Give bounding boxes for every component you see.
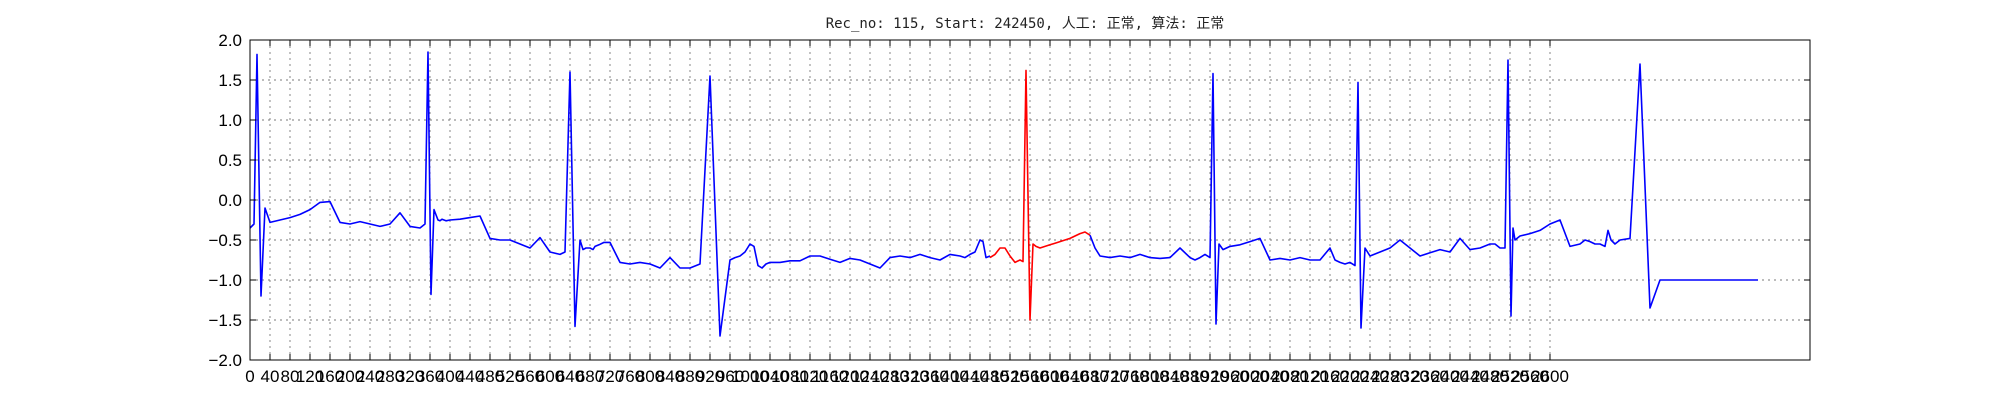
x-tick-label: 1840 <box>1151 367 1189 386</box>
x-tick-label: 2360 <box>1411 367 1449 386</box>
x-tick-label: 2040 <box>1251 367 1289 386</box>
x-tick-label: 720 <box>596 367 624 386</box>
y-tick-label: 2.0 <box>218 31 242 50</box>
x-tick-label: 2520 <box>1491 367 1529 386</box>
x-tick-label: 960 <box>716 367 744 386</box>
x-tick-label: 520 <box>496 367 524 386</box>
x-tick-label: 1760 <box>1111 367 1149 386</box>
x-tick-label: 1800 <box>1131 367 1169 386</box>
x-tick-label: 2200 <box>1331 367 1369 386</box>
x-tick-label: 1400 <box>931 367 969 386</box>
x-tick-label: 2240 <box>1351 367 1389 386</box>
x-tick-label: 1160 <box>812 367 849 386</box>
x-tick-label: 240 <box>356 367 384 386</box>
x-tick-label: 2400 <box>1431 367 1469 386</box>
x-tick-label: 1640 <box>1051 367 1089 386</box>
y-tick-label: −0.5 <box>208 231 242 250</box>
x-tick-label: 2600 <box>1531 367 1569 386</box>
x-tick-label: 1960 <box>1211 367 1249 386</box>
x-tick-label: 0 <box>245 367 254 386</box>
x-tick-label: 2440 <box>1451 367 1489 386</box>
x-tick-label: 1880 <box>1171 367 1209 386</box>
x-tick-label: 1560 <box>1011 367 1049 386</box>
x-tick-label: 760 <box>616 367 644 386</box>
x-tick-label: 2560 <box>1511 367 1549 386</box>
x-tick-label: 280 <box>376 367 404 386</box>
x-tick-label: 1360 <box>911 367 949 386</box>
x-tick-label: 440 <box>456 367 484 386</box>
y-tick-label: −1.0 <box>208 271 242 290</box>
x-tick-label: 2000 <box>1231 367 1269 386</box>
x-tick-label: 840 <box>656 367 684 386</box>
x-tick-label: 1000 <box>731 367 769 386</box>
ecg-series-2 <box>1089 59 1758 329</box>
x-tick-label: 160 <box>316 367 344 386</box>
x-tick-label: 640 <box>556 367 584 386</box>
x-tick-label: 80 <box>281 367 300 386</box>
x-tick-label: 2160 <box>1311 367 1349 386</box>
y-tick-label: 1.0 <box>218 111 242 130</box>
x-tick-label: 200 <box>336 367 364 386</box>
x-tick-label: 400 <box>436 367 464 386</box>
x-tick-label: 1920 <box>1191 367 1229 386</box>
x-tick-label: 880 <box>676 367 704 386</box>
x-tick-label: 920 <box>696 367 724 386</box>
x-tick-label: 1280 <box>871 367 909 386</box>
x-tick-label: 1720 <box>1091 367 1129 386</box>
x-tick-label: 480 <box>476 367 504 386</box>
x-tick-label: 320 <box>396 367 424 386</box>
x-tick-label: 1080 <box>771 367 809 386</box>
ecg-series-1 <box>989 69 1091 321</box>
ecg-traces <box>249 51 1758 337</box>
x-tick-label: 800 <box>636 367 664 386</box>
y-tick-label: 1.5 <box>218 71 242 90</box>
x-tick-label: 120 <box>296 367 324 386</box>
y-tick-label: 0.0 <box>218 191 242 210</box>
x-tick-label: 1480 <box>971 367 1009 386</box>
x-tick-label: 1440 <box>951 367 989 386</box>
x-tick-label: 1200 <box>831 367 869 386</box>
x-tick-label: 2480 <box>1471 367 1509 386</box>
x-tick-label: 40 <box>261 367 280 386</box>
chart-title: Rec_no: 115, Start: 242450, 人工: 正常, 算法: … <box>826 16 1225 32</box>
x-tick-label: 2320 <box>1391 367 1429 386</box>
x-axis-ticks: 0 40 8012016020024028032036040044048052056… <box>245 40 1569 386</box>
x-tick-label: 600 <box>536 367 564 386</box>
x-tick-label: 1600 <box>1031 367 1069 386</box>
y-tick-label: −2.0 <box>208 351 242 370</box>
x-tick-label: 1040 <box>751 367 789 386</box>
x-tick-label: 560 <box>516 367 544 386</box>
ecg-series-0 <box>249 51 991 337</box>
x-tick-label: 680 <box>576 367 604 386</box>
x-tick-label: 1120 <box>792 367 829 386</box>
y-axis-ticks: 2.0 1.5 1.0 0.5 0.0 −0.5 −1.0 −1.5 −2.0 <box>208 31 1810 370</box>
x-tick-label: 1240 <box>851 367 889 386</box>
x-tick-label: 2080 <box>1271 367 1309 386</box>
y-tick-label: −1.5 <box>208 311 242 330</box>
x-tick-label: 1320 <box>891 367 929 386</box>
x-tick-label: 1520 <box>991 367 1029 386</box>
x-tick-label: 1680 <box>1071 367 1109 386</box>
x-tick-label: 2120 <box>1291 367 1329 386</box>
x-tick-label: 2280 <box>1371 367 1409 386</box>
y-tick-label: 0.5 <box>218 151 242 170</box>
x-tick-label: 360 <box>416 367 444 386</box>
